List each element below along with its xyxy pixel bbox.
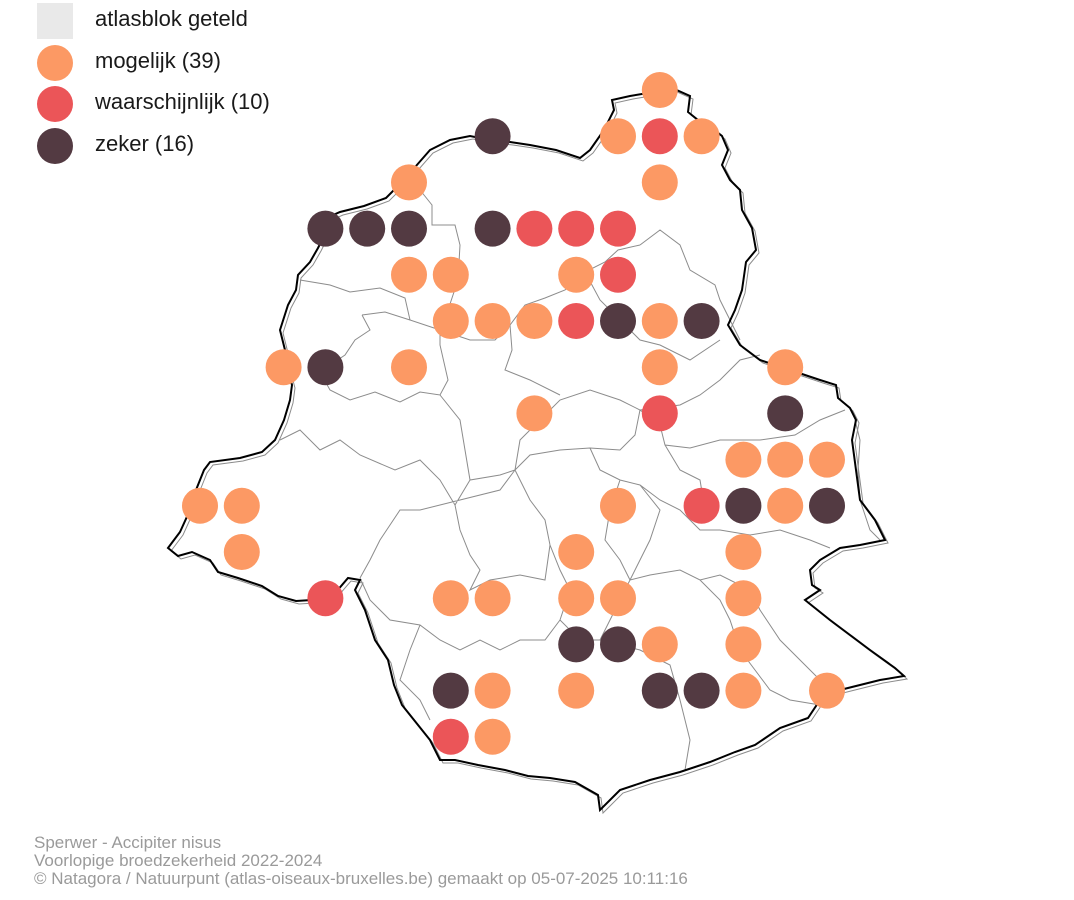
- block-possible: [683, 118, 720, 155]
- block-certain: [600, 626, 636, 663]
- block-possible: [223, 534, 260, 570]
- block-possible: [641, 303, 678, 339]
- block-possible: [641, 164, 678, 201]
- caption-subtitle: Voorlopige broedzekerheid 2022-2024: [34, 851, 323, 870]
- block-possible: [432, 580, 469, 617]
- legend-dot-probable: [37, 86, 73, 122]
- block-possible: [558, 534, 595, 570]
- legend-item-possible: mogelijk (39): [34, 42, 334, 84]
- block-probable: [600, 256, 636, 293]
- block-possible: [641, 626, 678, 663]
- block-possible: [516, 303, 553, 339]
- block-certain: [809, 487, 845, 524]
- block-probable: [558, 210, 595, 247]
- block-possible: [767, 349, 804, 386]
- legend-label-probable: waarschijnlijk (10): [95, 89, 270, 114]
- block-certain: [558, 626, 595, 663]
- block-possible: [600, 118, 636, 155]
- map-caption: Sperwer - Accipiter nisus Voorlopige bro…: [34, 834, 688, 888]
- legend-label-certain: zeker (16): [95, 131, 195, 156]
- legend-dot-certain: [37, 128, 73, 164]
- block-possible: [391, 164, 427, 201]
- block-possible: [558, 672, 595, 709]
- block-probable: [641, 118, 678, 155]
- legend-label-counted: atlasblok geteld: [95, 6, 248, 31]
- legend-swatch-counted: [37, 3, 73, 39]
- block-possible: [600, 487, 636, 524]
- block-possible: [432, 303, 469, 339]
- block-certain: [725, 487, 762, 524]
- block-possible: [725, 672, 762, 709]
- block-certain: [391, 210, 427, 247]
- block-certain: [600, 303, 636, 339]
- block-certain: [683, 303, 720, 339]
- atlas-blocks: [182, 72, 845, 755]
- block-possible: [767, 441, 804, 478]
- block-possible: [767, 487, 804, 524]
- block-certain: [432, 672, 469, 709]
- legend-item-counted: atlasblok geteld: [34, 0, 334, 42]
- block-possible: [725, 580, 762, 617]
- block-possible: [474, 580, 511, 617]
- legend-dot-possible: [37, 45, 73, 81]
- block-possible: [725, 441, 762, 478]
- block-possible: [641, 72, 678, 108]
- block-possible: [474, 672, 511, 709]
- block-probable: [600, 210, 636, 247]
- block-probable: [432, 718, 469, 755]
- caption-credit: © Natagora / Natuurpunt (atlas-oiseaux-b…: [34, 869, 688, 888]
- block-probable: [307, 580, 344, 617]
- block-probable: [516, 210, 553, 247]
- caption-species: Sperwer - Accipiter nisus: [34, 833, 222, 852]
- block-probable: [641, 395, 678, 432]
- block-possible: [474, 718, 511, 755]
- block-possible: [600, 580, 636, 617]
- block-certain: [307, 210, 344, 247]
- block-possible: [558, 580, 595, 617]
- block-possible: [391, 349, 427, 386]
- block-possible: [182, 487, 218, 524]
- block-certain: [683, 672, 720, 709]
- block-possible: [558, 256, 595, 293]
- block-certain: [349, 210, 386, 247]
- legend-item-probable: waarschijnlijk (10): [34, 83, 334, 125]
- block-possible: [809, 441, 845, 478]
- block-possible: [641, 349, 678, 386]
- block-certain: [307, 349, 344, 386]
- block-possible: [265, 349, 302, 386]
- block-possible: [809, 672, 845, 709]
- block-certain: [767, 395, 804, 432]
- block-certain: [474, 118, 511, 155]
- block-possible: [474, 303, 511, 339]
- block-certain: [641, 672, 678, 709]
- legend-item-certain: zeker (16): [34, 125, 334, 167]
- block-possible: [725, 534, 762, 570]
- legend-label-possible: mogelijk (39): [95, 48, 221, 73]
- block-possible: [516, 395, 553, 432]
- municipality-boundaries: [279, 189, 881, 771]
- block-probable: [683, 487, 720, 524]
- block-possible: [725, 626, 762, 663]
- block-probable: [558, 303, 595, 339]
- block-possible: [223, 487, 260, 524]
- block-possible: [391, 256, 427, 293]
- block-certain: [474, 210, 511, 247]
- block-possible: [432, 256, 469, 293]
